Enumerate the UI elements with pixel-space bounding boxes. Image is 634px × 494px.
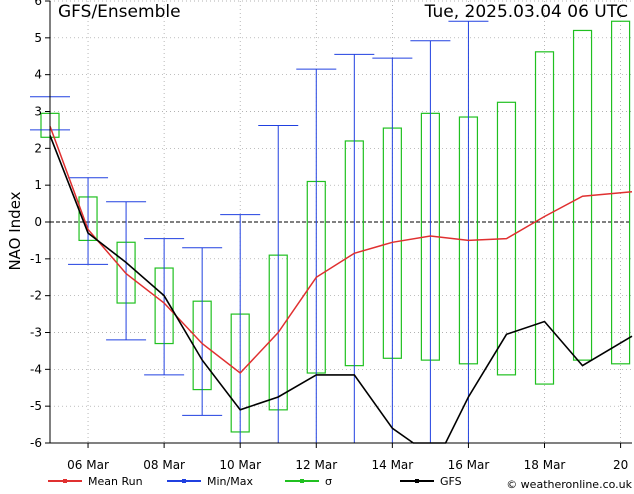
x-tick-label: 16 Mar — [448, 458, 490, 472]
legend: Mean Run Min/Max σ GFS — [48, 475, 462, 488]
y-tick-label: 2 — [34, 141, 42, 155]
x-tick-label: 18 Mar — [524, 458, 566, 472]
x-tick-label: 14 Mar — [371, 458, 413, 472]
legend-label-mean-run: Mean Run — [88, 475, 143, 488]
legend-marker-mean-run — [63, 479, 67, 483]
y-tick-label: -1 — [30, 252, 42, 266]
chart-timestamp: Tue, 2025.03.04 06 UTC — [424, 2, 628, 22]
y-tick-label: 5 — [34, 31, 42, 45]
credit-text: © weatheronline.co.uk — [506, 478, 632, 490]
grid-layer — [50, 0, 632, 444]
mean-run-line — [49, 125, 633, 375]
sigma-box — [534, 51, 555, 385]
axis-layer: -6 -5 -4 -3 -2 -1 0 1 2 3 4 5 6 06 Mar 08 Mar 10 Mar 12 … — [30, 0, 632, 472]
legend-label-sigma: σ — [325, 475, 332, 488]
y-tick-label: 3 — [34, 105, 42, 119]
y-tick-label: 1 — [34, 178, 42, 192]
gfs-line — [49, 135, 633, 444]
x-tick-label: 20 — [613, 458, 628, 472]
y-tick-label: -5 — [30, 399, 42, 413]
x-tick-label: 08 Mar — [143, 458, 185, 472]
y-tick-label: 0 — [34, 215, 42, 229]
legend-label-gfs: GFS — [440, 475, 462, 488]
y-tick-label: -6 — [30, 436, 42, 450]
y-tick-label: -3 — [30, 326, 42, 340]
x-tick-label: 10 Mar — [219, 458, 261, 472]
legend-marker-min-max — [182, 479, 186, 483]
y-tick-label: 6 — [34, 0, 42, 8]
y-tick-label: -4 — [30, 362, 42, 376]
y-tick-label: -2 — [30, 289, 42, 303]
legend-label-min-max: Min/Max — [207, 475, 253, 488]
x-tick-label: 12 Mar — [295, 458, 337, 472]
legend-marker-sigma — [300, 479, 304, 483]
y-axis-label: NAO Index — [6, 191, 24, 270]
legend-marker-gfs — [415, 479, 419, 483]
x-tick-label: 06 Mar — [67, 458, 109, 472]
y-tick-label: 4 — [34, 68, 42, 82]
series-layer — [30, 20, 633, 444]
chart-title: GFS/Ensemble — [58, 2, 181, 22]
